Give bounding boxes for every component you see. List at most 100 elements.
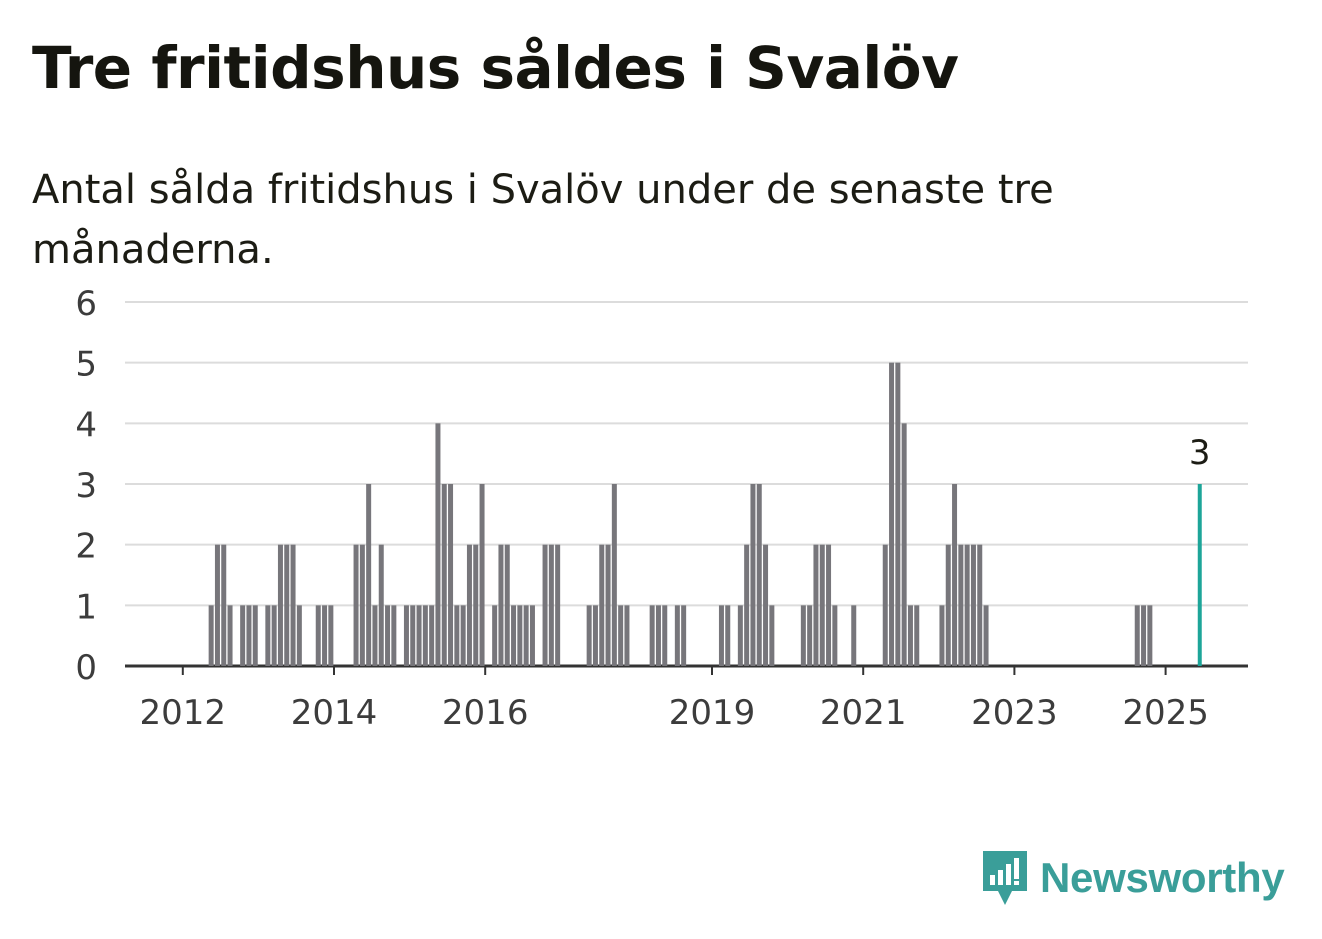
bar: [725, 605, 731, 666]
x-tick-label: 2019: [669, 693, 756, 733]
bar: [1141, 605, 1147, 666]
bar: [807, 605, 813, 666]
bar: [315, 605, 321, 666]
bar: [737, 605, 743, 666]
bar: [964, 544, 970, 666]
brand-logo: Newsworthy: [980, 848, 1285, 908]
bar: [800, 605, 806, 666]
x-tick-label: 2012: [140, 693, 227, 733]
y-tick-label: 5: [75, 345, 97, 385]
bar: [1147, 605, 1153, 666]
data-labels: 3: [1189, 433, 1211, 473]
bar: [586, 605, 592, 666]
bar: [479, 484, 485, 666]
bar: [914, 605, 920, 666]
bar: [901, 423, 907, 666]
y-tick-label: 3: [75, 466, 97, 506]
gridlines: [125, 301, 1248, 668]
bar: [744, 544, 750, 666]
bar: [410, 605, 416, 666]
x-tick-label: 2014: [291, 693, 378, 733]
bar: [252, 605, 258, 666]
bar: [473, 544, 479, 666]
bar: [649, 605, 655, 666]
bar: [952, 484, 958, 666]
bar: [441, 484, 447, 666]
bar: [416, 605, 422, 666]
bar: [523, 605, 529, 666]
bar: [214, 544, 220, 666]
bar: [322, 605, 328, 666]
bar: [435, 423, 441, 666]
bar: [763, 544, 769, 666]
y-tick-label: 2: [75, 527, 97, 567]
chart-title: Tre fritidshus såldes i Svalöv: [32, 34, 959, 102]
y-axis-ticks: 0 1 2 3 4 5 6: [75, 284, 97, 688]
bar: [328, 605, 334, 666]
bar: [718, 605, 724, 666]
bar: [448, 484, 454, 666]
bar: [460, 605, 466, 666]
bar: [662, 605, 668, 666]
x-tick-label: 2023: [971, 693, 1058, 733]
bar: [756, 484, 762, 666]
bar: [290, 544, 296, 666]
bar: [813, 544, 819, 666]
bar-highlight: [1197, 484, 1202, 666]
bar: [819, 544, 825, 666]
bar: [284, 544, 290, 666]
bar: [548, 544, 554, 666]
bar: [378, 544, 384, 666]
bar: [221, 544, 227, 666]
bar: [498, 544, 504, 666]
bar: [826, 544, 832, 666]
bar: [517, 605, 523, 666]
bar: [492, 605, 498, 666]
y-tick-label: 6: [75, 284, 97, 324]
bar: [907, 605, 913, 666]
bar: [454, 605, 460, 666]
bar: [769, 605, 775, 666]
bar: [227, 605, 233, 666]
data-label: 3: [1189, 433, 1211, 473]
bar: [618, 605, 624, 666]
bar: [750, 484, 756, 666]
brand-name: Newsworthy: [1040, 854, 1285, 901]
bar: [277, 544, 283, 666]
bar: [605, 544, 611, 666]
bar: [895, 362, 901, 666]
bar: [504, 544, 510, 666]
bar: [555, 544, 561, 666]
bar: [359, 544, 365, 666]
x-tick-label: 2021: [820, 693, 907, 733]
bar: [353, 544, 359, 666]
bar: [246, 605, 252, 666]
bar: [429, 605, 435, 666]
bar: [889, 362, 895, 666]
bar: [542, 544, 548, 666]
x-tick-label: 2016: [442, 693, 529, 733]
bar: [983, 605, 989, 666]
bar: [372, 605, 378, 666]
newsworthy-logo-icon: [983, 851, 1027, 905]
bar: [592, 605, 598, 666]
bar: [958, 544, 964, 666]
bar: [939, 605, 945, 666]
bar: [296, 605, 302, 666]
x-tick-label: 2025: [1122, 693, 1209, 733]
bar: [208, 605, 214, 666]
bar: [366, 484, 372, 666]
bar: [882, 544, 888, 666]
y-tick-label: 0: [75, 648, 97, 688]
bar: [529, 605, 535, 666]
bar: [970, 544, 976, 666]
bar: [611, 484, 617, 666]
bar: [385, 605, 391, 666]
bar: [851, 605, 857, 666]
y-tick-label: 1: [75, 587, 97, 627]
chart-subtitle: Antal sålda fritidshus i Svalöv under de…: [32, 167, 1054, 273]
y-tick-label: 4: [75, 405, 97, 445]
bar: [674, 605, 680, 666]
bar: [832, 605, 838, 666]
